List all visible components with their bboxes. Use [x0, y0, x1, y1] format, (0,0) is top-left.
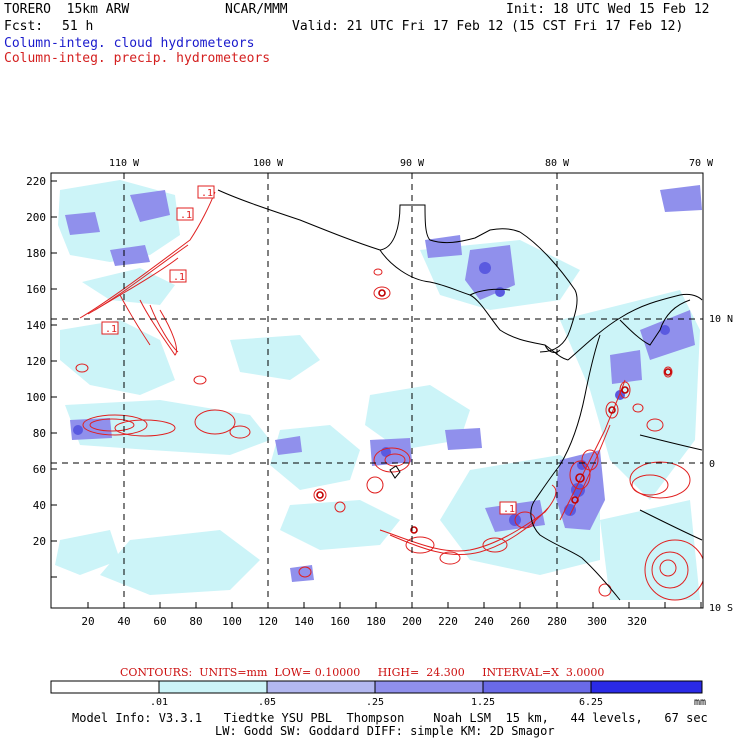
fcst-label: Fcst: — [4, 19, 44, 34]
model-info-line2: LW: Godd SW: Goddard DIFF: simple KM: 2D… — [215, 724, 555, 738]
y-tick-label: 220 — [26, 175, 46, 188]
colorbar — [50, 680, 703, 694]
x-tick-label: 80 — [189, 615, 202, 628]
lat-label: 0 — [709, 459, 715, 470]
contour-labels: .1 .1 .1 .1 .1 — [105, 188, 515, 515]
y-tick-label: 100 — [26, 391, 46, 404]
lon-label: 70 W — [689, 158, 714, 169]
y-tick-label: 20 — [33, 535, 46, 548]
y-tick-label: 80 — [33, 427, 46, 440]
colorbar-labels: .01 .05 .25 1.25 6.25 mm — [150, 697, 706, 708]
y-tick-label: 140 — [26, 319, 46, 332]
contour-label: .1 — [180, 210, 192, 221]
lon-label: 100 W — [253, 158, 284, 169]
tick-marks — [51, 180, 702, 608]
precip-cores — [316, 289, 672, 534]
x-tick-label: 220 — [438, 615, 458, 628]
x-tick-label: 280 — [547, 615, 567, 628]
y-tick-label: 180 — [26, 247, 46, 260]
x-tick-label: 20 — [81, 615, 94, 628]
x-tick-label: 40 — [117, 615, 130, 628]
colorbar-label: .25 — [366, 697, 384, 708]
contour-label-boxes — [101, 185, 517, 515]
x-tick-label: 240 — [474, 615, 494, 628]
x-tick-label: 320 — [627, 615, 647, 628]
x-tick-label: 300 — [587, 615, 607, 628]
x-tick-label: 180 — [366, 615, 386, 628]
contour-label: .1 — [201, 188, 213, 199]
model-info-line1: Model Info: V3.3.1 Tiedtke YSU PBL Thomp… — [72, 711, 708, 725]
y-tick-label: 120 — [26, 355, 46, 368]
contour-info: CONTOURS: UNITS=mm LOW= 0.10000 HIGH= 24… — [120, 666, 605, 679]
colorbar-label: .05 — [258, 697, 276, 708]
lon-label: 110 W — [109, 158, 140, 169]
org-label: NCAR/MMM — [225, 2, 288, 17]
colorbar-label: 6.25 — [579, 697, 603, 708]
colorbar-label: 1.25 — [471, 697, 495, 708]
contour-label: .1 — [173, 272, 185, 283]
colorbar-label: .01 — [150, 697, 168, 708]
lon-label: 90 W — [400, 158, 425, 169]
map-border — [50, 172, 704, 609]
x-tick-label: 160 — [330, 615, 350, 628]
lat-label: 10 N — [709, 314, 733, 325]
coastlines — [217, 189, 703, 601]
legend-precip: Column-integ. precip. hydrometeors — [4, 51, 271, 66]
legend-cloud: Column-integ. cloud hydrometeors — [4, 36, 255, 51]
y-tick-label: 200 — [26, 211, 46, 224]
valid-time: Valid: 21 UTC Fri 17 Feb 12 (15 CST Fri … — [292, 19, 684, 34]
fcst-value: 51 h — [62, 19, 94, 34]
lat-label: 10 S — [709, 603, 733, 614]
y-tick-label: 60 — [33, 463, 46, 476]
colorbar-unit: mm — [694, 697, 706, 708]
x-tick-label: 60 — [153, 615, 166, 628]
contour-label: .1 — [105, 324, 117, 335]
grid-lines — [51, 173, 703, 608]
lon-labels: 110 W 100 W 90 W 80 W 70 W — [109, 158, 714, 169]
x-tick-labels: 20 40 60 80 100 120 140 160 180 200 220 … — [81, 615, 647, 628]
x-tick-label: 100 — [222, 615, 242, 628]
lat-labels: 10 N 0 10 S — [709, 314, 733, 614]
contour-label: .1 — [503, 504, 515, 515]
y-tick-label: 160 — [26, 283, 46, 296]
precip-contours — [75, 191, 703, 601]
x-tick-label: 120 — [258, 615, 278, 628]
y-tick-labels: 220 200 180 160 140 120 100 80 60 40 20 — [26, 175, 46, 548]
model-title: TORERO 15km ARW — [4, 2, 130, 17]
y-tick-label: 40 — [33, 499, 46, 512]
init-time: Init: 18 UTC Wed 15 Feb 12 — [506, 2, 710, 17]
x-tick-label: 140 — [294, 615, 314, 628]
lon-label: 80 W — [545, 158, 570, 169]
x-tick-label: 200 — [402, 615, 422, 628]
x-tick-label: 260 — [510, 615, 530, 628]
